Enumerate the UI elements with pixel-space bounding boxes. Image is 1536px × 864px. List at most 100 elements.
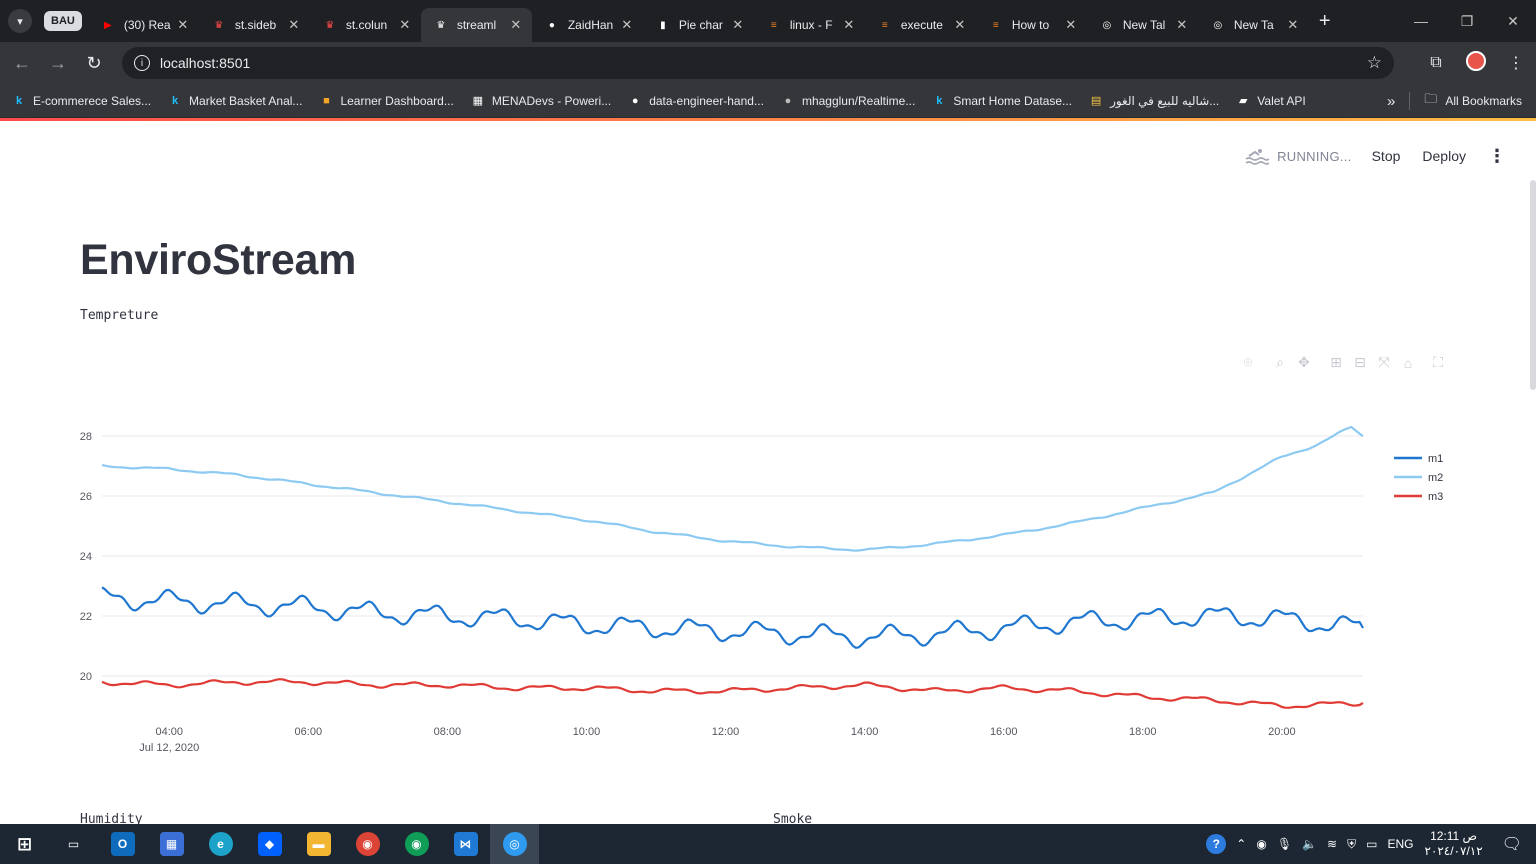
back-button[interactable]: ← (13, 52, 31, 73)
close-tab-icon[interactable]: ✕ (732, 17, 744, 32)
bookmark-item[interactable]: k E-commerece Sales... (12, 94, 151, 108)
browser-tab[interactable]: ≡ linux - F ✕ (754, 8, 865, 42)
minimize-icon[interactable]: — (1414, 13, 1428, 29)
main-menu-icon[interactable]: ⋮ (1488, 145, 1506, 166)
bookmark-item[interactable]: ■ Learner Dashboard... (319, 94, 454, 108)
browser-tab[interactable]: ◎ New Tal ✕ (1087, 8, 1198, 42)
bookmark-item[interactable]: k Market Basket Anal... (168, 94, 302, 108)
close-tab-icon[interactable]: ✕ (843, 17, 855, 32)
deploy-button[interactable]: Deploy (1422, 148, 1466, 164)
bookmark-item[interactable]: ▦ MENADevs - Poweri... (471, 94, 612, 108)
bookmarks-overflow-icon[interactable]: » (1386, 92, 1396, 110)
menadevs-icon: ▦ (472, 95, 484, 107)
browser-tab[interactable]: ≡ execute ✕ (865, 8, 976, 42)
tab-label: ZaidHan (567, 18, 614, 32)
taskbar-store[interactable]: ▦ (147, 824, 196, 864)
taskbar-chrome-1[interactable]: ◉ (343, 824, 392, 864)
tray-overflow-icon[interactable]: ⌃ (1236, 837, 1247, 851)
home-icon[interactable]: ⌂ (1403, 354, 1413, 371)
all-bookmarks-link[interactable]: All Bookmarks (1445, 94, 1522, 108)
autoscale-icon[interactable]: ⤧ (1378, 354, 1390, 370)
browser-tab[interactable]: ♛ st.colun ✕ (310, 8, 421, 42)
tab-label: execute (900, 18, 943, 32)
task-view-button[interactable]: ▭ (49, 824, 98, 864)
battery-icon[interactable]: ▭ (1366, 837, 1378, 851)
browser-tab[interactable]: ▶ (30) Rea ✕ (88, 8, 199, 42)
start-button[interactable]: ⊞ (0, 824, 49, 864)
pan-icon[interactable]: ✥ (1298, 354, 1310, 370)
taskbar-app-active[interactable]: ◎ (490, 824, 539, 864)
x-tick-label: 06:00 (295, 726, 323, 738)
browser-tab[interactable]: ◎ New Ta ✕ (1198, 8, 1309, 42)
zoom-icon[interactable]: ⌕ (1276, 354, 1284, 370)
bookmark-item[interactable]: ● data-engineer-hand... (628, 94, 764, 108)
edge-icon: e (208, 832, 233, 856)
tab-label: New Ta (1233, 18, 1274, 32)
browser-tab[interactable]: ▮ Pie char ✕ (643, 8, 754, 42)
language-indicator[interactable]: ENG (1387, 837, 1414, 851)
profile-avatar[interactable] (1456, 50, 1496, 76)
tab-search-button[interactable]: ▾ (8, 9, 32, 33)
clock[interactable]: 12:11 ص ٢٠٢٤/٠٧/١٢ (1424, 829, 1482, 859)
fullscreen-icon[interactable]: ⛶ (1433, 354, 1443, 370)
app-viewport: RUNNING... Stop Deploy ⋮ EnviroStream Te… (0, 118, 1536, 824)
taskbar-edge[interactable]: e (196, 824, 245, 864)
volume-icon[interactable]: 🔈 (1302, 837, 1318, 851)
swimmer-icon (1245, 149, 1270, 165)
stop-button[interactable]: Stop (1371, 148, 1401, 164)
bookmark-item[interactable]: ▤ شاليه للبيع في الغور... (1089, 94, 1219, 108)
tab-label: st.sideb (234, 18, 277, 32)
zoom-out-icon[interactable]: ⊟ (1354, 354, 1366, 370)
address-bar[interactable]: i localhost:8501 ☆ (122, 47, 1394, 79)
tab-group-chip[interactable]: BAU (44, 11, 82, 31)
tab-label: New Tal (1122, 18, 1166, 32)
reload-button[interactable]: ↻ (86, 52, 102, 73)
tray-app-icon[interactable]: ◉ (1256, 837, 1267, 851)
browser-tab[interactable]: ♛ streaml ✕ (420, 8, 532, 42)
close-tab-icon[interactable]: ✕ (288, 17, 300, 32)
stackoverflow-icon: ≡ (992, 19, 999, 31)
temperature-chart[interactable]: 20 22 24 26 28 04:00 06:00 08:00 10:00 12:00 14:00… (60, 418, 1480, 763)
folder-icon: ▬ (306, 832, 331, 856)
extensions-icon[interactable]: ⧉ (1430, 54, 1442, 71)
browser-tab[interactable]: ♛ st.sideb ✕ (199, 8, 310, 42)
x-tick-label: 12:00 (712, 726, 740, 738)
close-tab-icon[interactable]: ✕ (510, 17, 522, 32)
legend-label: m2 (1428, 472, 1443, 484)
system-tray: ? ⌃ ◉ 🎙 🔈 ≋ ⛨ ▭ ENG 12:11 ص ٢٠٢٤/٠٧/١٢ 🗨 (1201, 824, 1536, 864)
section-label-smoke: Smoke (773, 812, 813, 824)
menu-kebab-icon[interactable]: ⋮ (1508, 55, 1524, 72)
close-tab-icon[interactable]: ✕ (177, 17, 189, 32)
browser-tab[interactable]: ≡ How to ✕ (976, 8, 1087, 42)
taskbar-outlook[interactable]: O (98, 824, 147, 864)
taskbar-vscode[interactable]: ⋈ (441, 824, 490, 864)
taskbar-dropbox[interactable]: ◆ (245, 824, 294, 864)
bookmark-item[interactable]: ● mhagglun/Realtime... (781, 94, 916, 108)
taskbar-chrome-2[interactable]: ◉ (392, 824, 441, 864)
shield-icon[interactable]: ⛨ (1347, 836, 1357, 851)
close-tab-icon[interactable]: ✕ (954, 17, 966, 32)
taskbar-explorer[interactable]: ▬ (294, 824, 343, 864)
forward-button[interactable]: → (49, 52, 67, 73)
page-scrollbar[interactable] (1530, 180, 1536, 390)
site-info-icon[interactable]: i (134, 55, 150, 71)
browser-tab[interactable]: ● ZaidHan ✕ (532, 8, 643, 42)
close-tab-icon[interactable]: ✕ (1176, 17, 1188, 32)
github-icon: ● (784, 94, 792, 107)
close-tab-icon[interactable]: ✕ (399, 17, 411, 32)
close-tab-icon[interactable]: ✕ (621, 17, 633, 32)
new-tab-button[interactable]: + (1318, 9, 1331, 32)
restore-icon[interactable]: ❐ (1460, 12, 1474, 29)
zoom-in-icon[interactable]: ⊞ (1330, 354, 1342, 370)
microphone-icon[interactable]: 🎙 (1276, 837, 1293, 851)
bookmark-item[interactable]: ▰ Valet API (1236, 94, 1306, 108)
close-window-icon[interactable]: ✕ (1507, 12, 1519, 29)
help-icon[interactable]: ? (1206, 834, 1227, 854)
bookmark-star-icon[interactable]: ☆ (1366, 53, 1382, 72)
bookmark-item[interactable]: k Smart Home Datase... (932, 94, 1072, 108)
camera-icon[interactable]: ⌾ (1243, 354, 1253, 370)
wifi-icon[interactable]: ≋ (1327, 837, 1338, 851)
close-tab-icon[interactable]: ✕ (1065, 17, 1077, 32)
notifications-icon[interactable]: 🗨 (1501, 836, 1522, 853)
close-tab-icon[interactable]: ✕ (1287, 17, 1299, 32)
